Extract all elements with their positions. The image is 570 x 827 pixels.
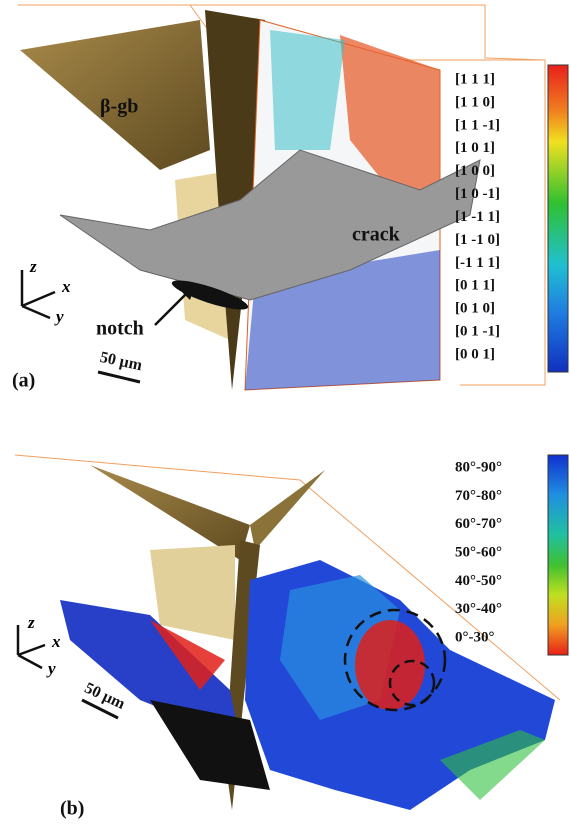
legend-label: 80°-90° (455, 459, 502, 475)
scale-bar-label: 50 µm (98, 349, 144, 375)
legend-label: [0 1 -1] (455, 324, 500, 340)
legend-label: 30°-40° (455, 601, 502, 617)
legend-label: [1 0 0] (455, 163, 495, 179)
beta-gb-surface (150, 545, 235, 640)
legend-label: [0 0 1] (455, 346, 495, 362)
figure: β-gb crack notch z x y 50 µm (a) [1 1 1]… (0, 0, 570, 827)
legend-label: [1 0 1] (455, 140, 495, 156)
axis-x: x (61, 277, 71, 296)
panel-b: z x y 50 µm (b) 80°-90° 70°-80° 60°-70° 50°… (15, 455, 568, 820)
crack-label: crack (352, 224, 401, 246)
legend-label: [-1 1 1] (455, 255, 500, 271)
scale-bar (98, 372, 140, 382)
colorbar (548, 455, 568, 655)
legend-label: 70°-80° (455, 488, 502, 504)
legend-label: [1 1 1] (455, 71, 495, 87)
legend: [1 1 1] [1 1 0] [1 1 -1] [1 0 1] [1 0 0] [1 0… (455, 71, 500, 362)
legend-label: 0°-30° (455, 629, 495, 645)
axis-x: x (51, 632, 61, 651)
panel-label: (b) (60, 798, 84, 820)
fracture-region (355, 620, 425, 710)
legend-label: [1 1 0] (455, 94, 495, 110)
beta-gb-label: β-gb (100, 96, 138, 118)
legend-label: 60°-70° (455, 516, 502, 532)
legend-label: [1 -1 0] (455, 232, 500, 248)
legend-label: [1 0 -1] (455, 186, 500, 202)
axis-y: y (54, 307, 64, 326)
legend-label: [1 -1 1] (455, 209, 500, 225)
legend-label: [0 1 0] (455, 301, 495, 317)
beta-gb-surface (250, 470, 325, 550)
axis-z: z (29, 257, 37, 276)
legend-label: 50°-60° (455, 544, 502, 560)
axis-y: y (46, 659, 56, 678)
axis-z: z (27, 613, 35, 632)
panel-label: (a) (12, 370, 35, 392)
legend-label: [0 1 1] (455, 278, 495, 294)
legend-label: 40°-50° (455, 573, 502, 589)
colorbar (548, 65, 568, 372)
notch-label: notch (96, 318, 144, 340)
panel-a: β-gb crack notch z x y 50 µm (a) [1 1 1]… (12, 5, 568, 392)
scale-bar-label: 50 µm (82, 680, 128, 714)
legend-label: [1 1 -1] (455, 117, 500, 133)
axis-triad (22, 270, 55, 318)
